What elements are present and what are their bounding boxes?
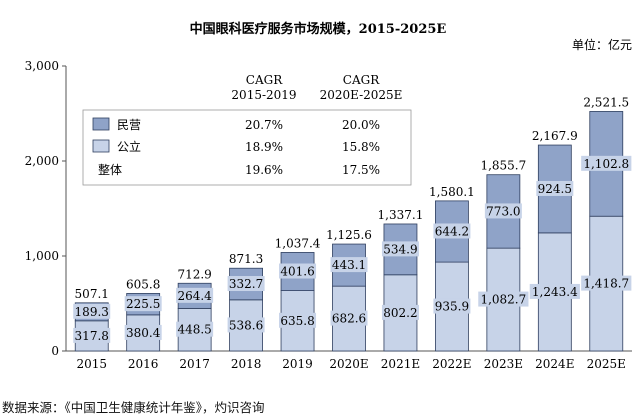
y-tick-label: 1,000 xyxy=(25,249,59,263)
value-label-bg-private xyxy=(433,223,471,239)
legend-label: 民营 xyxy=(117,118,141,132)
y-tick-label: 2,000 xyxy=(25,154,59,168)
cagr-header-1-line1: CAGR xyxy=(246,73,283,87)
source-note: 数据来源：《中国卫生健康统计年鉴》，灼识咨询 xyxy=(2,400,265,415)
legend-swatch xyxy=(92,117,110,131)
y-tick-label: 3,000 xyxy=(25,59,59,73)
cagr-value-2015-2019: 18.9% xyxy=(245,140,283,154)
total-label: 507.1 xyxy=(75,287,109,301)
x-tick-label: 2019 xyxy=(282,357,313,371)
total-label: 1,037.4 xyxy=(275,236,321,250)
value-label-bg-public xyxy=(433,298,471,314)
value-label-bg-public xyxy=(279,312,317,328)
value-label-public: 538.6 xyxy=(229,318,263,332)
value-label-bg-public xyxy=(176,321,214,337)
value-label-public: 1,243.4 xyxy=(532,285,578,299)
value-label-bg-public xyxy=(124,324,162,340)
value-label-bg-public xyxy=(478,291,529,307)
value-label-private: 644.2 xyxy=(435,224,469,238)
value-label-public: 635.8 xyxy=(280,314,314,328)
total-label: 1,580.1 xyxy=(429,185,475,199)
x-tick-label: 2021E xyxy=(381,357,420,371)
legend-swatch xyxy=(92,139,110,153)
total-label: 871.3 xyxy=(229,252,263,266)
cagr-value-2020e-2025e: 17.5% xyxy=(342,163,380,177)
chart-title: 中国眼科医疗服务市场规模，2015-2025E xyxy=(190,21,447,37)
legend-label: 整体 xyxy=(98,162,122,177)
cagr-header-2-line2: 2020E-2025E xyxy=(320,88,403,102)
value-label-bg-public xyxy=(330,310,368,326)
value-label-private: 1,102.8 xyxy=(583,157,629,171)
bars: 317.8 189.3 507.1 2015 380.4 225.5 605.8 2016 44… xyxy=(73,95,632,371)
value-label-private: 924.5 xyxy=(538,182,572,196)
value-label-private: 401.6 xyxy=(280,265,314,279)
value-label-private: 225.5 xyxy=(126,297,160,311)
value-label-bg-private xyxy=(536,180,574,196)
value-label-bg-public xyxy=(73,327,111,343)
value-label-public: 802.2 xyxy=(383,306,417,320)
value-label-bg-private xyxy=(124,296,162,312)
value-label-private: 773.0 xyxy=(486,204,520,218)
x-tick-label: 2025E xyxy=(587,357,626,371)
x-tick-label: 2015 xyxy=(76,357,107,371)
value-label-bg-public xyxy=(381,304,419,320)
y-tick-label: 0 xyxy=(51,344,59,358)
value-label-bg-public xyxy=(227,317,265,333)
unit-label: 单位：亿元 xyxy=(572,37,632,52)
value-label-bg-private xyxy=(73,303,111,319)
cagr-value-2015-2019: 19.6% xyxy=(245,163,283,177)
value-label-bg-public xyxy=(581,275,632,291)
value-label-public: 448.5 xyxy=(177,323,211,337)
value-label-bg-private xyxy=(227,276,265,292)
legend-box xyxy=(82,109,412,186)
value-label-bg-private xyxy=(279,263,317,279)
value-label-bg-private xyxy=(381,241,419,257)
total-label: 1,855.7 xyxy=(480,159,526,173)
x-tick-label: 2016 xyxy=(128,357,159,371)
cagr-value-2020e-2025e: 15.8% xyxy=(342,140,380,154)
value-label-bg-private xyxy=(330,257,368,273)
x-tick-label: 2024E xyxy=(535,357,574,371)
x-tick-label: 2018 xyxy=(231,357,262,371)
value-label-private: 189.3 xyxy=(75,305,109,319)
value-label-bg-public xyxy=(529,283,580,299)
value-label-public: 380.4 xyxy=(126,326,161,340)
x-tick-label: 2023E xyxy=(484,357,523,371)
value-label-bg-private xyxy=(484,203,522,219)
value-label-private: 264.4 xyxy=(177,289,212,303)
value-label-bg-private xyxy=(176,287,214,303)
x-tick-label: 2017 xyxy=(179,357,210,371)
x-tick-label: 2020E xyxy=(329,357,368,371)
cagr-value-2015-2019: 20.7% xyxy=(245,118,283,132)
value-label-public: 1,082.7 xyxy=(480,293,526,307)
legend-label: 公立 xyxy=(117,139,141,154)
total-label: 1,125.6 xyxy=(326,228,372,242)
value-label-public: 317.8 xyxy=(75,329,109,343)
total-label: 2,521.5 xyxy=(583,95,629,109)
value-label-bg-private xyxy=(581,155,632,171)
total-label: 605.8 xyxy=(126,277,160,291)
y-axis-ticks: 0 1,000 2,000 3,000 xyxy=(25,59,66,358)
value-label-private: 534.9 xyxy=(383,242,417,256)
total-label: 2,167.9 xyxy=(532,129,578,143)
cagr-header-2-line1: CAGR xyxy=(343,73,380,87)
value-label-public: 682.6 xyxy=(332,312,366,326)
cagr-value-2020e-2025e: 20.0% xyxy=(342,118,380,132)
value-label-public: 935.9 xyxy=(435,300,469,314)
total-label: 1,337.1 xyxy=(378,208,424,222)
value-label-public: 1,418.7 xyxy=(583,277,629,291)
x-tick-label: 2022E xyxy=(432,357,471,371)
value-label-private: 332.7 xyxy=(229,277,263,291)
total-label: 712.9 xyxy=(177,267,211,281)
cagr-header-1-line2: 2015-2019 xyxy=(231,88,296,102)
value-label-private: 443.1 xyxy=(332,258,366,272)
